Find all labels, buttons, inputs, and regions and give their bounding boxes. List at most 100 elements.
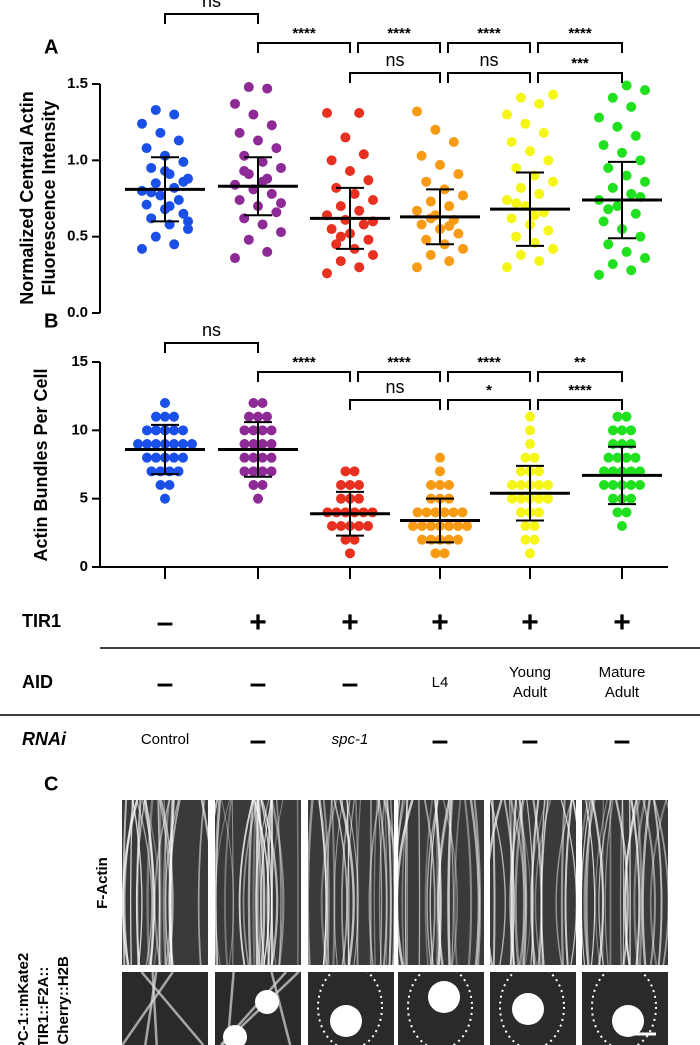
fiber xyxy=(389,800,394,965)
data-point xyxy=(416,219,427,230)
data-point xyxy=(548,243,558,254)
significance-label: ns xyxy=(202,320,221,340)
fiber xyxy=(341,800,351,965)
data-point xyxy=(363,521,373,531)
condition-value: Adult xyxy=(605,684,640,701)
significance-label: **** xyxy=(477,25,501,42)
fiber xyxy=(333,800,344,965)
nucleus xyxy=(428,981,460,1013)
micrograph xyxy=(215,800,301,965)
fiber xyxy=(275,800,282,965)
y-tick-label: 0 xyxy=(80,558,88,575)
data-point xyxy=(617,521,627,531)
data-point xyxy=(640,253,650,264)
fiber xyxy=(197,800,206,965)
fiber xyxy=(540,800,549,965)
data-point xyxy=(336,521,346,531)
data-point xyxy=(133,439,143,449)
data-point xyxy=(612,507,623,518)
fiber xyxy=(377,800,383,965)
data-point xyxy=(621,170,632,181)
significance-label: * xyxy=(486,382,492,399)
data-point xyxy=(502,195,512,206)
data-point xyxy=(368,249,378,260)
condition-value: spc-1 xyxy=(332,731,369,748)
image-content xyxy=(582,800,668,965)
row-label: SPC-1::mKate2 xyxy=(15,953,32,1045)
data-point xyxy=(603,452,614,463)
data-point xyxy=(271,143,282,154)
significance-label: **** xyxy=(387,354,411,371)
data-point xyxy=(322,268,332,279)
data-point xyxy=(253,411,263,422)
significance-label: **** xyxy=(387,25,411,42)
data-point xyxy=(430,507,441,518)
fiber xyxy=(260,800,279,965)
data-point xyxy=(169,425,179,436)
data-point xyxy=(534,256,545,267)
data-point xyxy=(266,188,277,199)
data-point xyxy=(151,452,161,463)
data-point xyxy=(421,176,432,187)
data-point xyxy=(630,452,641,463)
image-content xyxy=(490,800,576,965)
data-point xyxy=(594,112,604,123)
fiber xyxy=(591,800,605,965)
significance-bracket xyxy=(537,72,623,83)
data-point xyxy=(543,480,553,490)
significance-bracket xyxy=(164,13,259,24)
data-point xyxy=(230,253,240,264)
data-point xyxy=(458,243,468,254)
data-point xyxy=(262,83,273,94)
data-point xyxy=(142,439,152,449)
data-point xyxy=(239,439,250,449)
fiber xyxy=(490,800,503,965)
significance-bracket xyxy=(537,371,623,382)
fiber xyxy=(231,800,234,965)
data-point xyxy=(257,176,268,187)
data-point xyxy=(151,439,161,449)
significance-bracket xyxy=(537,399,623,410)
data-point xyxy=(516,493,526,504)
micrograph xyxy=(122,972,208,1045)
fiber xyxy=(356,800,362,965)
fiber xyxy=(604,800,614,965)
nucleus xyxy=(330,1005,362,1037)
fiber xyxy=(322,800,330,965)
fiber xyxy=(157,800,161,965)
condition-value: + xyxy=(249,606,267,639)
fiber xyxy=(633,800,647,965)
data-point xyxy=(598,216,609,227)
data-point xyxy=(178,439,188,449)
data-point xyxy=(248,439,259,449)
data-point xyxy=(630,130,641,141)
row-label: F-Actin xyxy=(94,857,111,909)
data-point xyxy=(543,493,553,504)
fiber xyxy=(398,800,404,965)
data-point xyxy=(453,534,463,545)
fiber xyxy=(509,800,526,965)
condition-value: – xyxy=(522,724,539,757)
data-point xyxy=(529,521,540,531)
data-point xyxy=(626,101,637,112)
cell-outline xyxy=(591,972,657,1045)
condition-label: RNAi xyxy=(22,729,67,749)
data-point xyxy=(354,262,365,273)
significance-label: **** xyxy=(477,354,501,371)
data-point xyxy=(234,127,245,138)
significance-label: ns xyxy=(385,377,404,397)
condition-value: + xyxy=(431,606,449,639)
nucleus xyxy=(223,1025,247,1045)
data-point xyxy=(253,493,263,504)
significance-bracket xyxy=(257,42,351,53)
data-point xyxy=(326,155,337,166)
data-point xyxy=(257,452,268,463)
data-point xyxy=(529,452,540,463)
data-point xyxy=(164,480,175,490)
fiber xyxy=(509,800,524,965)
membrane xyxy=(140,972,205,1045)
data-point xyxy=(155,480,166,490)
y-tick-label: 15 xyxy=(71,353,88,370)
data-point xyxy=(137,185,147,196)
data-point xyxy=(331,239,342,250)
